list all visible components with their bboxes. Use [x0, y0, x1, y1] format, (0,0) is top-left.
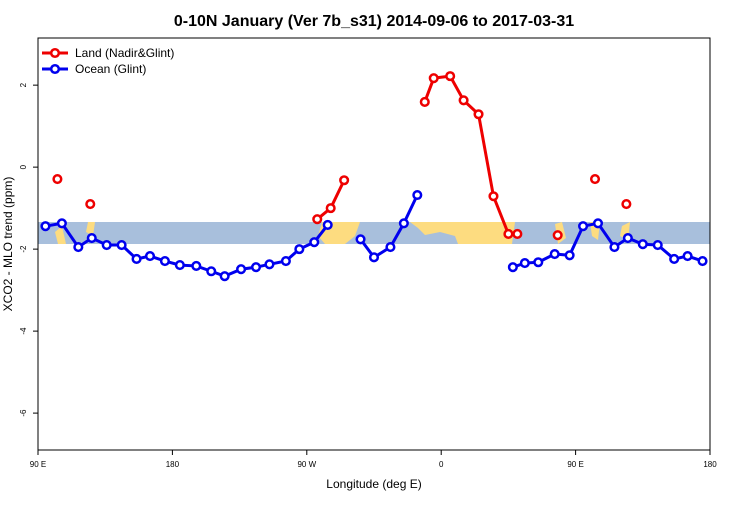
x-tick-label: 180 — [703, 460, 717, 469]
data-point — [652, 239, 663, 251]
data-point — [85, 198, 96, 210]
data-point — [56, 218, 67, 229]
data-point — [549, 248, 560, 260]
data-point — [86, 233, 97, 244]
x-tick-label: 90 W — [297, 460, 316, 469]
legend-label: Ocean (Glint) — [75, 62, 146, 76]
data-point — [101, 239, 112, 251]
data-point — [264, 259, 275, 270]
data-point — [419, 96, 430, 108]
data-point — [309, 237, 320, 248]
data-point — [697, 255, 708, 267]
x-tick-label: 180 — [166, 460, 180, 469]
data-point — [503, 228, 514, 240]
data-point — [191, 260, 202, 271]
data-point — [236, 264, 247, 275]
data-point — [458, 95, 469, 106]
data-point — [589, 173, 601, 185]
data-point — [622, 233, 633, 244]
y-tick-label: -6 — [19, 409, 28, 417]
data-point — [52, 173, 63, 185]
legend-marker — [49, 47, 61, 59]
legend-marker — [49, 63, 61, 75]
data-point — [250, 262, 262, 273]
data-point — [206, 266, 217, 277]
x-tick-label: 90 E — [567, 460, 583, 469]
x-axis-label: Longitude (deg E) — [326, 477, 421, 491]
data-point — [159, 255, 170, 267]
data-point — [219, 271, 230, 282]
series-line — [316, 179, 346, 221]
y-tick-label: 2 — [19, 82, 28, 87]
data-point — [488, 191, 499, 202]
data-point — [609, 242, 620, 253]
data-point — [322, 219, 333, 230]
data-point — [428, 73, 439, 84]
data-point — [412, 189, 423, 201]
y-tick-label: -2 — [19, 245, 28, 253]
data-point — [512, 228, 523, 240]
data-point — [355, 234, 366, 245]
data-point — [637, 239, 648, 250]
legend-label: Land (Nadir&Glint) — [75, 46, 174, 60]
data-point — [682, 251, 693, 262]
data-point — [174, 260, 185, 271]
data-point — [385, 242, 396, 253]
data-point — [564, 250, 575, 261]
data-point — [325, 203, 336, 214]
data-point — [312, 214, 323, 225]
data-point — [552, 230, 563, 241]
data-point — [533, 257, 544, 268]
data-point — [280, 255, 291, 267]
x-tick-label: 90 E — [30, 460, 46, 469]
data-point — [73, 242, 84, 253]
plot-frame — [37, 37, 711, 451]
data-point — [669, 253, 680, 265]
chart-title: 0-10N January (Ver 7b_s31) 2014-09-06 to… — [174, 13, 574, 30]
x-tick-label: 0 — [439, 460, 444, 469]
data-point — [131, 253, 142, 265]
data-point — [507, 262, 518, 273]
y-tick-label: 0 — [19, 164, 28, 169]
data-point — [368, 252, 380, 263]
y-tick-label: -4 — [19, 327, 28, 335]
data-point — [339, 175, 350, 186]
data-point — [40, 221, 51, 232]
data-point — [519, 258, 530, 269]
y-axis-label: XCO2 - MLO trend (ppm) — [1, 177, 15, 312]
data-point — [398, 218, 409, 229]
data-point — [473, 109, 484, 120]
data-point — [294, 244, 305, 255]
data-point — [144, 251, 156, 262]
data-point — [445, 71, 456, 82]
data-point — [116, 239, 127, 251]
data-point — [592, 218, 604, 229]
data-point — [621, 198, 632, 210]
data-point — [578, 221, 589, 232]
